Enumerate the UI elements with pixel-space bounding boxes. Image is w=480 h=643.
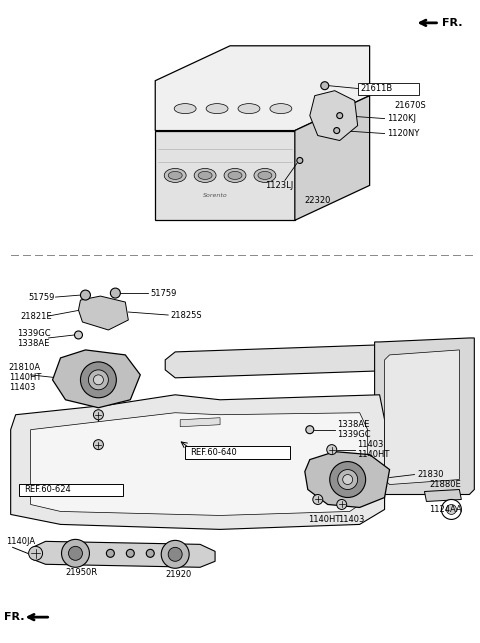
Polygon shape	[374, 338, 474, 494]
Circle shape	[161, 540, 189, 568]
Polygon shape	[424, 489, 461, 502]
Circle shape	[94, 410, 103, 420]
Bar	[185, 446, 290, 458]
Text: 11403: 11403	[357, 440, 383, 449]
Text: 1140JA: 1140JA	[6, 537, 35, 546]
Text: 22320: 22320	[305, 196, 331, 205]
Polygon shape	[11, 395, 384, 529]
Text: 1140HT: 1140HT	[357, 450, 389, 459]
Text: 21880E: 21880E	[430, 480, 461, 489]
Polygon shape	[52, 350, 140, 408]
Text: 1140HT: 1140HT	[9, 374, 41, 383]
Text: 51759: 51759	[29, 293, 55, 302]
Circle shape	[336, 113, 343, 118]
Circle shape	[74, 331, 83, 339]
Polygon shape	[78, 296, 128, 330]
Text: 1338AE: 1338AE	[336, 421, 369, 429]
Text: FR.: FR.	[4, 612, 24, 622]
Circle shape	[146, 549, 154, 557]
Text: FR.: FR.	[443, 18, 463, 28]
Text: 21920: 21920	[165, 570, 192, 579]
Text: 1123LJ: 1123LJ	[265, 181, 293, 190]
Polygon shape	[295, 96, 370, 221]
Circle shape	[334, 127, 340, 134]
Ellipse shape	[254, 168, 276, 183]
Circle shape	[313, 494, 323, 505]
Ellipse shape	[270, 104, 292, 114]
Text: 51759: 51759	[150, 289, 177, 298]
Ellipse shape	[224, 168, 246, 183]
Text: 1140HT: 1140HT	[308, 515, 340, 524]
Ellipse shape	[168, 172, 182, 179]
Polygon shape	[180, 418, 220, 427]
Polygon shape	[310, 91, 358, 141]
Ellipse shape	[174, 104, 196, 114]
Circle shape	[110, 288, 120, 298]
Circle shape	[327, 445, 336, 455]
Circle shape	[446, 505, 456, 514]
Polygon shape	[305, 451, 390, 507]
Polygon shape	[33, 541, 215, 567]
Text: 11403: 11403	[9, 383, 35, 392]
Text: REF.60-640: REF.60-640	[190, 448, 237, 457]
Polygon shape	[384, 350, 459, 485]
Text: 11403: 11403	[338, 515, 364, 524]
Text: 21810A: 21810A	[9, 363, 41, 372]
Ellipse shape	[238, 104, 260, 114]
Text: 21950R: 21950R	[65, 568, 97, 577]
Text: 1124AA: 1124AA	[430, 505, 462, 514]
Ellipse shape	[206, 104, 228, 114]
Text: 1338AE: 1338AE	[17, 340, 49, 349]
Circle shape	[338, 469, 358, 489]
Ellipse shape	[228, 172, 242, 179]
Bar	[358, 83, 420, 95]
Text: 21611B: 21611B	[360, 84, 393, 93]
Polygon shape	[31, 413, 368, 516]
Text: 1120KJ: 1120KJ	[387, 114, 417, 123]
Circle shape	[297, 158, 303, 163]
Circle shape	[81, 362, 116, 398]
Circle shape	[81, 290, 90, 300]
Ellipse shape	[258, 172, 272, 179]
Circle shape	[69, 547, 83, 560]
Circle shape	[168, 547, 182, 561]
Circle shape	[94, 375, 103, 385]
Circle shape	[88, 370, 108, 390]
Text: 1339GC: 1339GC	[17, 329, 50, 338]
Circle shape	[321, 82, 329, 89]
Text: 1120NY: 1120NY	[387, 129, 420, 138]
Ellipse shape	[194, 168, 216, 183]
Polygon shape	[155, 131, 295, 221]
Text: 21830: 21830	[418, 470, 444, 479]
Text: Sorento: Sorento	[203, 193, 228, 198]
Text: REF.60-624: REF.60-624	[24, 485, 71, 494]
Circle shape	[29, 547, 43, 560]
Circle shape	[442, 500, 461, 520]
Polygon shape	[155, 46, 370, 131]
Circle shape	[343, 475, 353, 485]
Text: 21670S: 21670S	[395, 101, 426, 110]
Circle shape	[61, 539, 89, 567]
Ellipse shape	[164, 168, 186, 183]
Polygon shape	[165, 342, 469, 378]
Circle shape	[107, 549, 114, 557]
Circle shape	[330, 462, 366, 498]
Ellipse shape	[198, 172, 212, 179]
Circle shape	[336, 500, 347, 509]
Circle shape	[306, 426, 314, 433]
Text: 1339GC: 1339GC	[336, 430, 371, 439]
Circle shape	[126, 549, 134, 557]
Bar	[19, 484, 123, 496]
Text: 21821E: 21821E	[21, 311, 52, 320]
Circle shape	[94, 440, 103, 449]
Text: 21825S: 21825S	[170, 311, 202, 320]
